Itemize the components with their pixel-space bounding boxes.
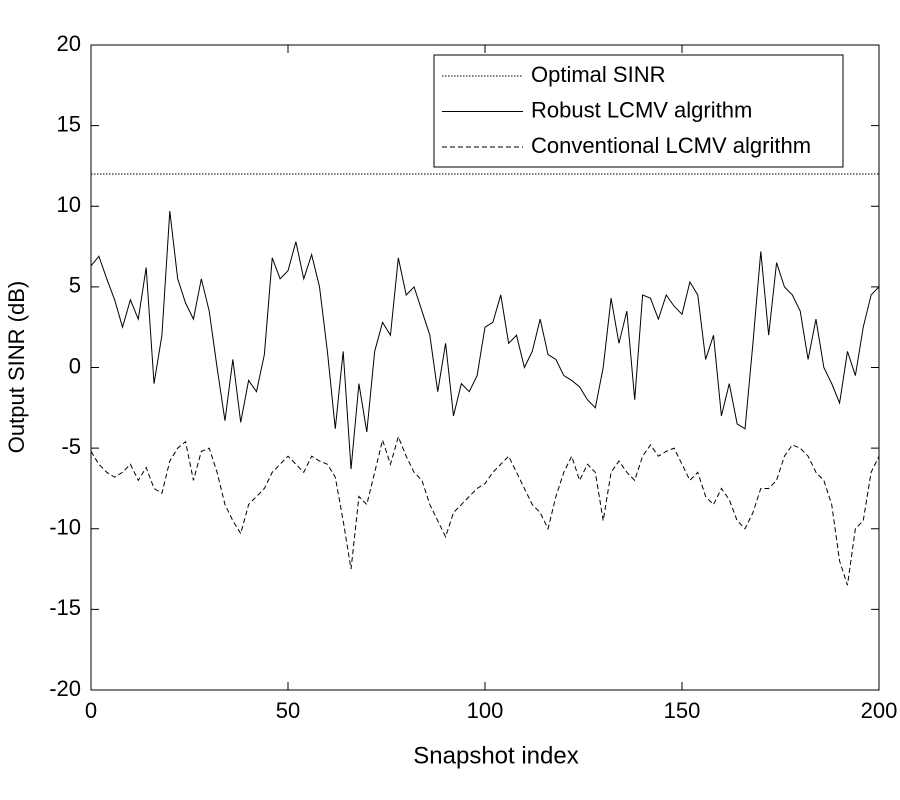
legend-label: Optimal SINR [531,62,665,87]
legend-label: Robust LCMV algrithm [531,97,752,122]
x-tick-label: 100 [467,698,504,723]
y-tick-label: 0 [69,353,81,378]
y-tick-label: -10 [49,515,81,540]
series-line [90,435,880,586]
y-tick-label: -20 [49,676,81,701]
series-line [90,211,880,470]
y-tick-label: -15 [49,595,81,620]
y-tick-label: 5 [69,273,81,298]
y-axis-label: Output SINR (dB) [4,281,29,453]
y-tick-label: -5 [61,434,81,459]
x-axis-label: Snapshot index [413,742,578,769]
x-tick-label: 0 [85,698,97,723]
x-tick-label: 200 [861,698,898,723]
legend-label: Conventional LCMV algrithm [531,133,811,158]
x-tick-label: 50 [276,698,300,723]
plot-frame [90,44,880,691]
y-tick-label: 10 [57,192,81,217]
y-tick-label: 15 [57,111,81,136]
x-tick-label: 150 [664,698,701,723]
y-tick-label: 20 [57,31,81,56]
